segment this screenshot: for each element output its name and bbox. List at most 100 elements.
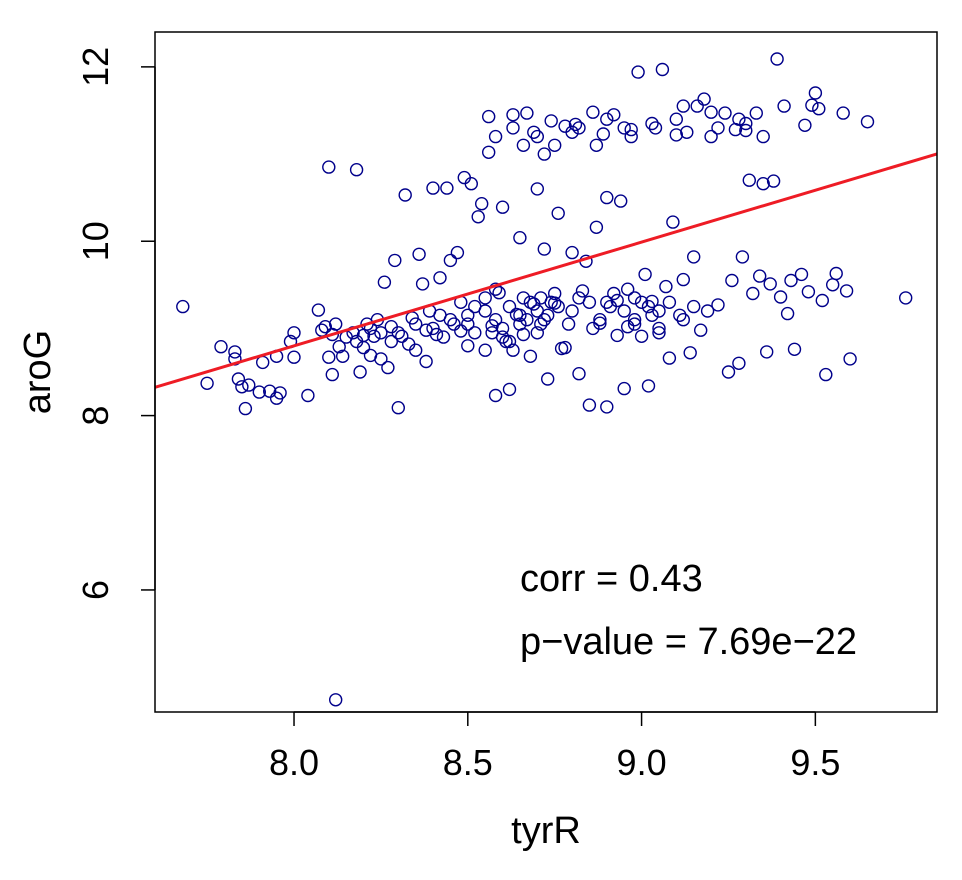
data-point xyxy=(784,273,798,288)
data-point xyxy=(627,291,642,305)
data-point xyxy=(235,380,249,394)
y-tick-label: 10 xyxy=(75,221,116,261)
data-point xyxy=(471,210,485,224)
data-point xyxy=(655,62,670,77)
data-point xyxy=(687,250,701,264)
data-point xyxy=(669,128,683,142)
y-tick-label: 12 xyxy=(75,47,116,87)
data-point xyxy=(617,304,631,318)
data-point xyxy=(506,108,520,122)
data-point xyxy=(798,118,812,133)
data-point xyxy=(520,106,534,120)
data-point xyxy=(662,351,677,365)
data-point xyxy=(325,367,339,382)
data-point xyxy=(482,145,496,160)
data-point xyxy=(753,269,767,283)
data-point xyxy=(812,101,826,116)
data-point xyxy=(624,122,638,137)
data-point xyxy=(645,308,659,322)
data-point xyxy=(534,317,548,331)
data-point xyxy=(263,384,277,398)
data-point xyxy=(482,109,496,124)
data-point xyxy=(711,298,725,312)
x-tick-label: 9.0 xyxy=(617,742,667,783)
data-point xyxy=(669,112,683,126)
data-point xyxy=(516,291,531,305)
data-point xyxy=(495,200,510,214)
data-point xyxy=(395,329,409,343)
data-point xyxy=(475,196,489,211)
data-point xyxy=(732,112,746,126)
data-point xyxy=(440,181,454,195)
data-point xyxy=(537,147,551,161)
data-point xyxy=(454,324,468,338)
data-point xyxy=(443,253,458,268)
data-point xyxy=(815,293,829,308)
data-point xyxy=(499,334,513,349)
data-point xyxy=(391,401,405,415)
data-point xyxy=(704,129,718,144)
data-point xyxy=(627,313,642,327)
data-point xyxy=(415,277,430,291)
data-point xyxy=(582,398,597,412)
data-point xyxy=(652,326,666,340)
regression-line xyxy=(155,152,937,389)
data-point xyxy=(676,272,690,287)
data-point xyxy=(746,286,760,301)
data-point xyxy=(433,271,447,285)
data-point xyxy=(607,286,621,301)
data-point xyxy=(349,162,364,177)
data-point xyxy=(568,117,583,132)
data-point xyxy=(488,313,503,327)
data-point xyxy=(530,129,544,144)
data-point xyxy=(551,206,565,221)
data-point xyxy=(648,121,663,135)
data-point xyxy=(749,106,763,120)
data-point xyxy=(329,693,343,707)
correlation-annotation: corr = 0.43 xyxy=(520,558,703,600)
data-point xyxy=(600,400,614,414)
data-point xyxy=(301,388,315,403)
data-point xyxy=(766,174,781,188)
y-axis-title: aroG xyxy=(17,330,59,414)
data-point xyxy=(614,194,628,208)
data-point xyxy=(353,365,367,379)
data-point xyxy=(502,299,517,314)
data-point xyxy=(513,317,527,331)
data-point xyxy=(572,121,586,135)
data-point xyxy=(843,352,857,366)
data-point xyxy=(541,308,555,322)
x-axis-title: tyrR xyxy=(511,810,581,852)
data-point xyxy=(773,290,788,304)
data-point xyxy=(450,245,465,260)
data-point xyxy=(548,286,562,301)
data-point xyxy=(780,306,795,321)
data-point xyxy=(662,295,677,309)
data-point xyxy=(690,99,704,113)
data-point xyxy=(513,230,527,245)
data-point xyxy=(502,382,517,397)
data-point xyxy=(652,321,666,336)
y-tick-label: 8 xyxy=(75,406,116,426)
data-point xyxy=(600,190,614,205)
data-point xyxy=(756,129,770,144)
data-point xyxy=(600,112,614,126)
data-point xyxy=(634,295,649,309)
data-point xyxy=(367,329,381,343)
data-point xyxy=(433,308,447,322)
data-point xyxy=(711,121,725,135)
data-point xyxy=(537,313,551,327)
points-layer xyxy=(176,52,913,707)
data-point xyxy=(506,343,520,357)
data-point xyxy=(687,299,701,314)
data-point xyxy=(419,323,433,337)
data-point xyxy=(551,299,565,314)
data-point xyxy=(589,138,604,153)
data-point xyxy=(777,99,791,113)
data-point xyxy=(322,160,336,174)
data-point xyxy=(666,215,680,229)
data-point xyxy=(829,266,843,281)
data-point xyxy=(819,367,833,382)
data-point xyxy=(593,316,607,330)
data-point xyxy=(384,334,398,349)
